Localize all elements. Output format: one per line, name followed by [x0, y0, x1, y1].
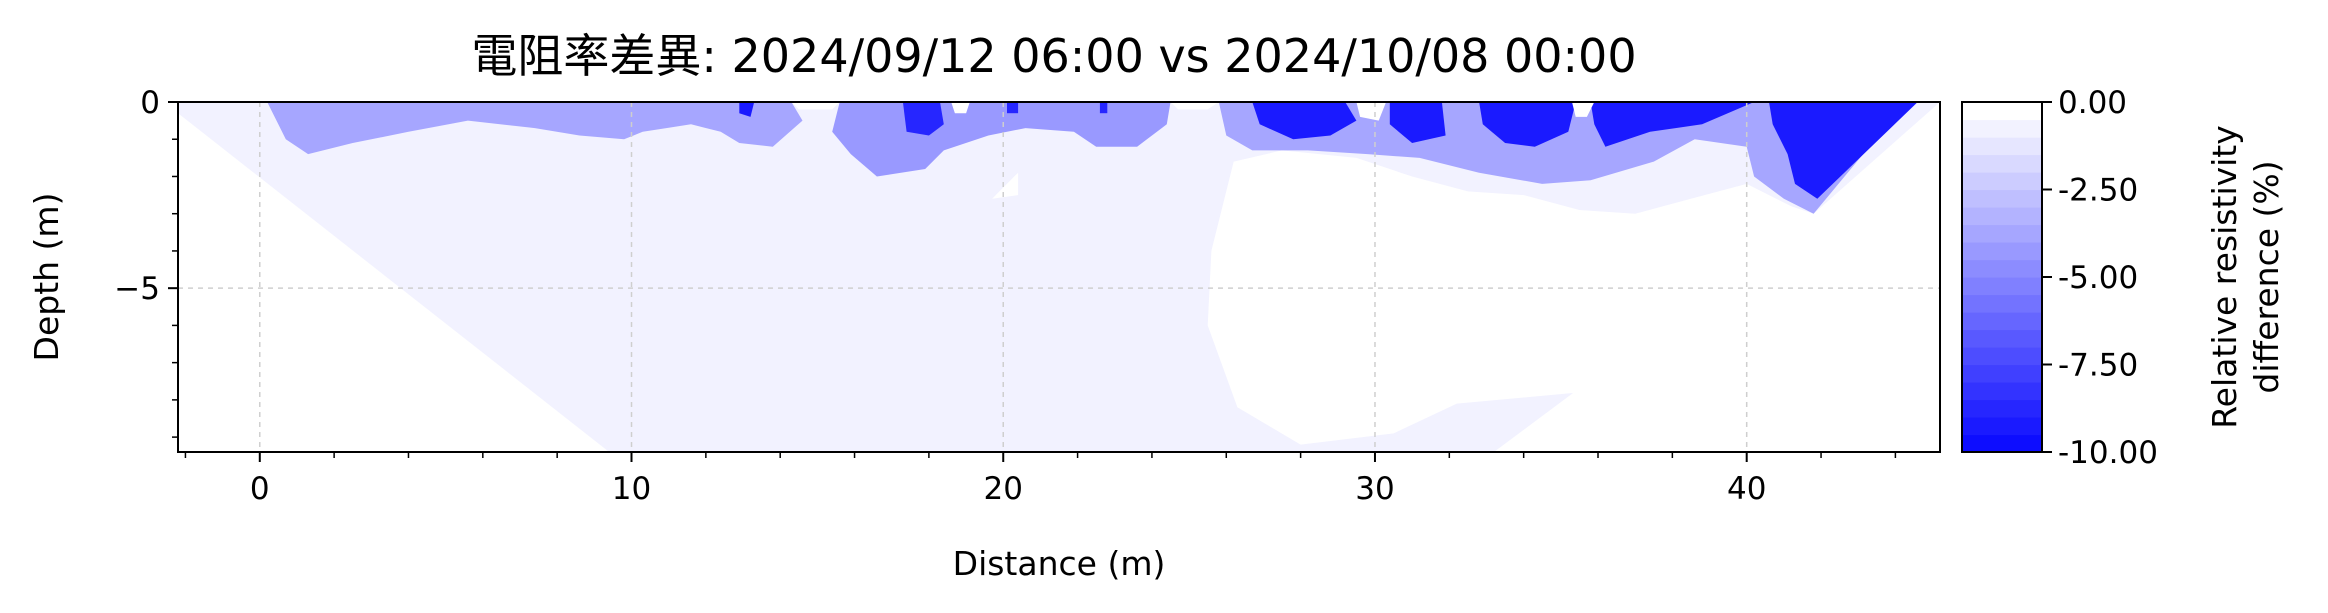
y-axis-label: Depth (m) [27, 193, 66, 362]
x-tick-label: 40 [1727, 471, 1766, 507]
contour-region-spot-22 [1099, 102, 1108, 114]
colorbar-tick-label: 0.00 [2058, 85, 2127, 121]
plot-area: 0 10 20 30 40 0 −5 [114, 85, 1941, 507]
contour-region-gap-14 [791, 102, 840, 110]
colorbar-band [1962, 137, 2042, 156]
grid [178, 102, 1940, 452]
contour-region-gap-18 [951, 102, 970, 114]
colorbar-band [1962, 242, 2042, 261]
colorbar-tick-label: -2.50 [2058, 173, 2138, 209]
contour-region-spot-13 [739, 102, 755, 117]
colorbar-band [1962, 172, 2042, 191]
colorbar-band [1962, 434, 2042, 453]
colorbar-band [1962, 224, 2042, 243]
colorbar-tick-label: -5.00 [2058, 260, 2138, 296]
contour-region-block-34 [1479, 102, 1576, 147]
colorbar-label-line-2: difference (%) [2247, 160, 2286, 393]
x-axis-label: Distance (m) [953, 544, 1166, 583]
colorbar-band [1962, 399, 2042, 418]
contour-region-gap-25 [1170, 102, 1219, 110]
colorbar-band [1962, 277, 2042, 296]
contour-region-spot-17 [902, 102, 944, 136]
colorbar-band [1962, 382, 2042, 401]
colorbar-band [1962, 119, 2042, 138]
colorbar-tick-label: -7.50 [2058, 348, 2138, 384]
x-tick-label: 10 [612, 471, 651, 507]
y-tick-label: 0 [140, 85, 160, 121]
contour-region-gap-35 [1572, 102, 1595, 117]
contour-region-block-36 [1590, 102, 1755, 147]
colorbar-band [1962, 154, 2042, 173]
contour-region-block-31 [1389, 102, 1446, 143]
colorbar-band [1962, 259, 2042, 278]
colorbar-band [1962, 102, 2042, 121]
colorbar-bands [1962, 102, 2042, 453]
colorbar-label: Relative resistivity difference (%) [2205, 125, 2286, 429]
colorbar-band [1962, 312, 2042, 331]
x-tick-label: 0 [250, 471, 270, 507]
colorbar-band [1962, 294, 2042, 313]
colorbar-band [1962, 329, 2042, 348]
colorbar: 0.00 -2.50 -5.00 -7.50 -10.00 Relative resis… [1961, 85, 2286, 471]
contour-region-near-zero-spot [992, 172, 1019, 199]
x-tick-label: 20 [984, 471, 1023, 507]
contour-region-shallow-band [267, 102, 803, 155]
colorbar-ticks: 0.00 -2.50 -5.00 -7.50 -10.00 [2042, 85, 2158, 471]
y-tick-label: −5 [114, 271, 160, 307]
x-tick-label: 30 [1355, 471, 1394, 507]
colorbar-band [1962, 189, 2042, 208]
chart-title: 電阻率差異: 2024/09/12 06:00 vs 2024/10/08 00… [471, 29, 1636, 83]
contour-region-near-zero-center [1207, 150, 1814, 445]
x-axis: 0 10 20 30 40 [184, 452, 1897, 507]
contour-region-east-band [1218, 102, 1907, 214]
y-axis: 0 −5 [114, 85, 178, 438]
colorbar-tick-label: -10.00 [2058, 435, 2158, 471]
contour-region-east-deep [1769, 102, 1918, 199]
contour-fill [178, 102, 1940, 452]
colorbar-band [1962, 207, 2042, 226]
contour-region-block-27 [1252, 102, 1357, 140]
colorbar-band [1962, 347, 2042, 366]
colorbar-band [1962, 417, 2042, 436]
contour-region-gap-30 [1356, 102, 1387, 121]
colorbar-band [1962, 364, 2042, 383]
plot-frame [177, 101, 1941, 453]
contour-region-spot-20 [1007, 102, 1019, 114]
colorbar-label-line-1: Relative resistivity [2205, 125, 2244, 429]
